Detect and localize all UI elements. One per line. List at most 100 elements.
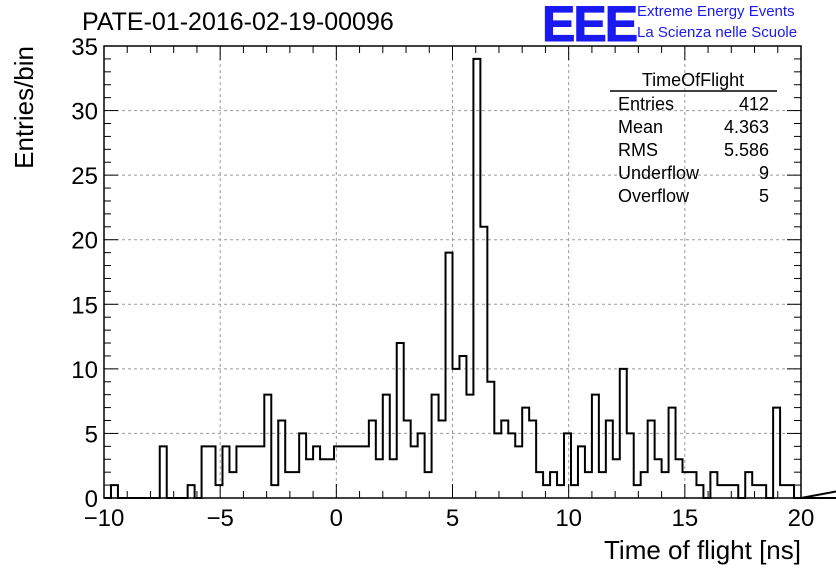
logo-line-2: La Scienza nelle Scuole <box>637 24 798 41</box>
histogram-bin <box>390 459 397 498</box>
y-tick-label: 30 <box>71 99 98 126</box>
histogram-bin <box>787 485 794 498</box>
histogram-bin <box>676 459 683 498</box>
histogram-bin <box>341 446 348 498</box>
histogram-bin <box>188 485 195 498</box>
chart-title: PATE-01-2016-02-19-00096 <box>82 8 394 36</box>
histogram-bin <box>613 459 620 498</box>
stats-value: 9 <box>759 163 769 183</box>
eee-logo: EEE <box>541 0 638 52</box>
x-tick-label: 0 <box>330 505 343 532</box>
histogram-bin <box>348 446 355 498</box>
histogram-bin <box>418 433 425 498</box>
histogram-bin <box>641 472 648 498</box>
histogram-outline <box>104 57 836 499</box>
histogram-bin <box>369 421 376 498</box>
x-tick-label: 10 <box>555 505 582 532</box>
stats-value: 5 <box>759 186 769 206</box>
histogram-bin <box>717 485 724 498</box>
histogram-bin <box>327 459 334 498</box>
histogram-bin <box>432 395 439 498</box>
stats-label: Entries <box>618 94 674 114</box>
y-tick-label: 0 <box>85 486 98 513</box>
histogram-bin <box>557 485 564 498</box>
histogram-bin <box>466 395 473 498</box>
histogram-bin <box>397 343 404 498</box>
y-tick-label: 20 <box>71 228 98 255</box>
y-tick-label: 5 <box>85 421 98 448</box>
histogram-bin <box>411 446 418 498</box>
histogram-bin <box>501 421 508 498</box>
histogram-bin <box>439 421 446 498</box>
histogram-bin <box>111 485 118 498</box>
x-tick-label: 20 <box>788 505 815 532</box>
histogram-bin <box>634 485 641 498</box>
histogram-bin <box>759 485 766 498</box>
y-tick-label: 10 <box>71 357 98 384</box>
histogram-bin <box>480 227 487 498</box>
histogram-bin <box>543 485 550 498</box>
histogram-bin <box>160 446 167 498</box>
histogram-bin <box>515 446 522 498</box>
histogram-bin <box>355 446 362 498</box>
histogram-bin <box>209 446 216 498</box>
stats-box: TimeOfFlight Entries 412 Mean 4.363 RMS 5.586 U… <box>610 70 777 206</box>
histogram-bin <box>696 485 703 498</box>
histogram-bin <box>278 421 285 498</box>
x-tick-label: 5 <box>446 505 459 532</box>
histogram-bin <box>362 446 369 498</box>
y-tick-label: 15 <box>71 292 98 319</box>
histogram <box>104 57 836 499</box>
histogram-bin <box>383 395 390 498</box>
histogram-bin <box>606 421 613 498</box>
axis-ticks <box>103 45 802 499</box>
histogram-bin <box>655 459 662 498</box>
histogram-bin <box>285 472 292 498</box>
histogram-bin <box>320 459 327 498</box>
y-tick-label: 25 <box>71 163 98 190</box>
stats-label: Mean <box>618 117 663 137</box>
histogram-bin <box>752 485 759 498</box>
logo-line-1: Extreme Energy Events <box>637 3 795 20</box>
histogram-bin <box>648 421 655 498</box>
histogram-bin <box>710 472 717 498</box>
histogram-bin <box>404 421 411 498</box>
histogram-bin <box>745 472 752 498</box>
histogram-bin <box>508 433 515 498</box>
histogram-bin <box>529 421 536 498</box>
y-axis-label: Entries/bin <box>9 46 39 169</box>
histogram-bin <box>250 446 257 498</box>
histogram-bin <box>292 472 299 498</box>
histogram-bin <box>236 446 243 498</box>
histogram-bin <box>780 485 787 498</box>
histogram-bin <box>724 485 731 498</box>
x-axis-label: Time of flight [ns] <box>604 535 801 565</box>
histogram-bin <box>487 382 494 498</box>
histogram-bin <box>216 485 223 498</box>
stats-label: Underflow <box>618 163 700 183</box>
histogram-bin <box>585 472 592 498</box>
histogram-bin <box>334 446 341 498</box>
stats-title: TimeOfFlight <box>642 70 744 90</box>
histogram-bin <box>271 485 278 498</box>
histogram-bin <box>243 446 250 498</box>
stats-label: RMS <box>618 140 658 160</box>
histogram-bin <box>264 395 271 498</box>
histogram-bin <box>578 446 585 498</box>
histogram-bin <box>571 485 578 498</box>
histogram-bin <box>229 472 236 498</box>
x-tick-label: 15 <box>671 505 698 532</box>
tick-labels: −10 −5 0 5 10 15 20 0 5 10 15 20 25 30 35 <box>71 34 814 532</box>
histogram-bin <box>550 472 557 498</box>
histogram-bin <box>564 433 571 498</box>
histogram-bin <box>522 408 529 498</box>
histogram-bin <box>731 485 738 498</box>
histogram-bin <box>592 395 599 498</box>
histogram-bin <box>689 472 696 498</box>
stats-label: Overflow <box>618 186 690 206</box>
histogram-bin <box>313 446 320 498</box>
histogram-bin <box>536 472 543 498</box>
histogram-bin <box>446 253 453 498</box>
histogram-bin <box>773 408 780 498</box>
